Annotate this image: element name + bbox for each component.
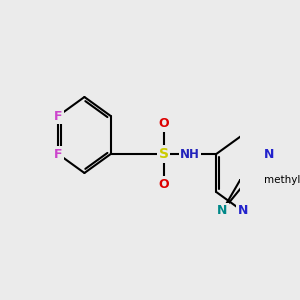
Text: N: N — [264, 148, 274, 160]
Text: O: O — [158, 178, 169, 191]
Text: O: O — [158, 117, 169, 130]
Text: methyl: methyl — [264, 175, 300, 185]
Text: S: S — [159, 147, 169, 161]
Text: F: F — [54, 148, 62, 160]
Text: N: N — [217, 205, 227, 218]
Text: N: N — [237, 205, 248, 218]
Text: NH: NH — [180, 148, 200, 160]
Text: F: F — [54, 110, 62, 122]
